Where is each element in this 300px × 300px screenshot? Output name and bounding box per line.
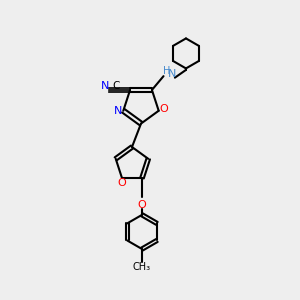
Text: O: O (160, 104, 169, 114)
Text: N: N (114, 106, 122, 116)
Text: O: O (117, 178, 126, 188)
Text: N: N (100, 81, 109, 92)
Text: O: O (138, 200, 146, 210)
Text: CH₃: CH₃ (133, 262, 151, 272)
Text: N: N (168, 69, 177, 80)
Text: C: C (112, 81, 119, 92)
Text: H: H (164, 66, 171, 76)
